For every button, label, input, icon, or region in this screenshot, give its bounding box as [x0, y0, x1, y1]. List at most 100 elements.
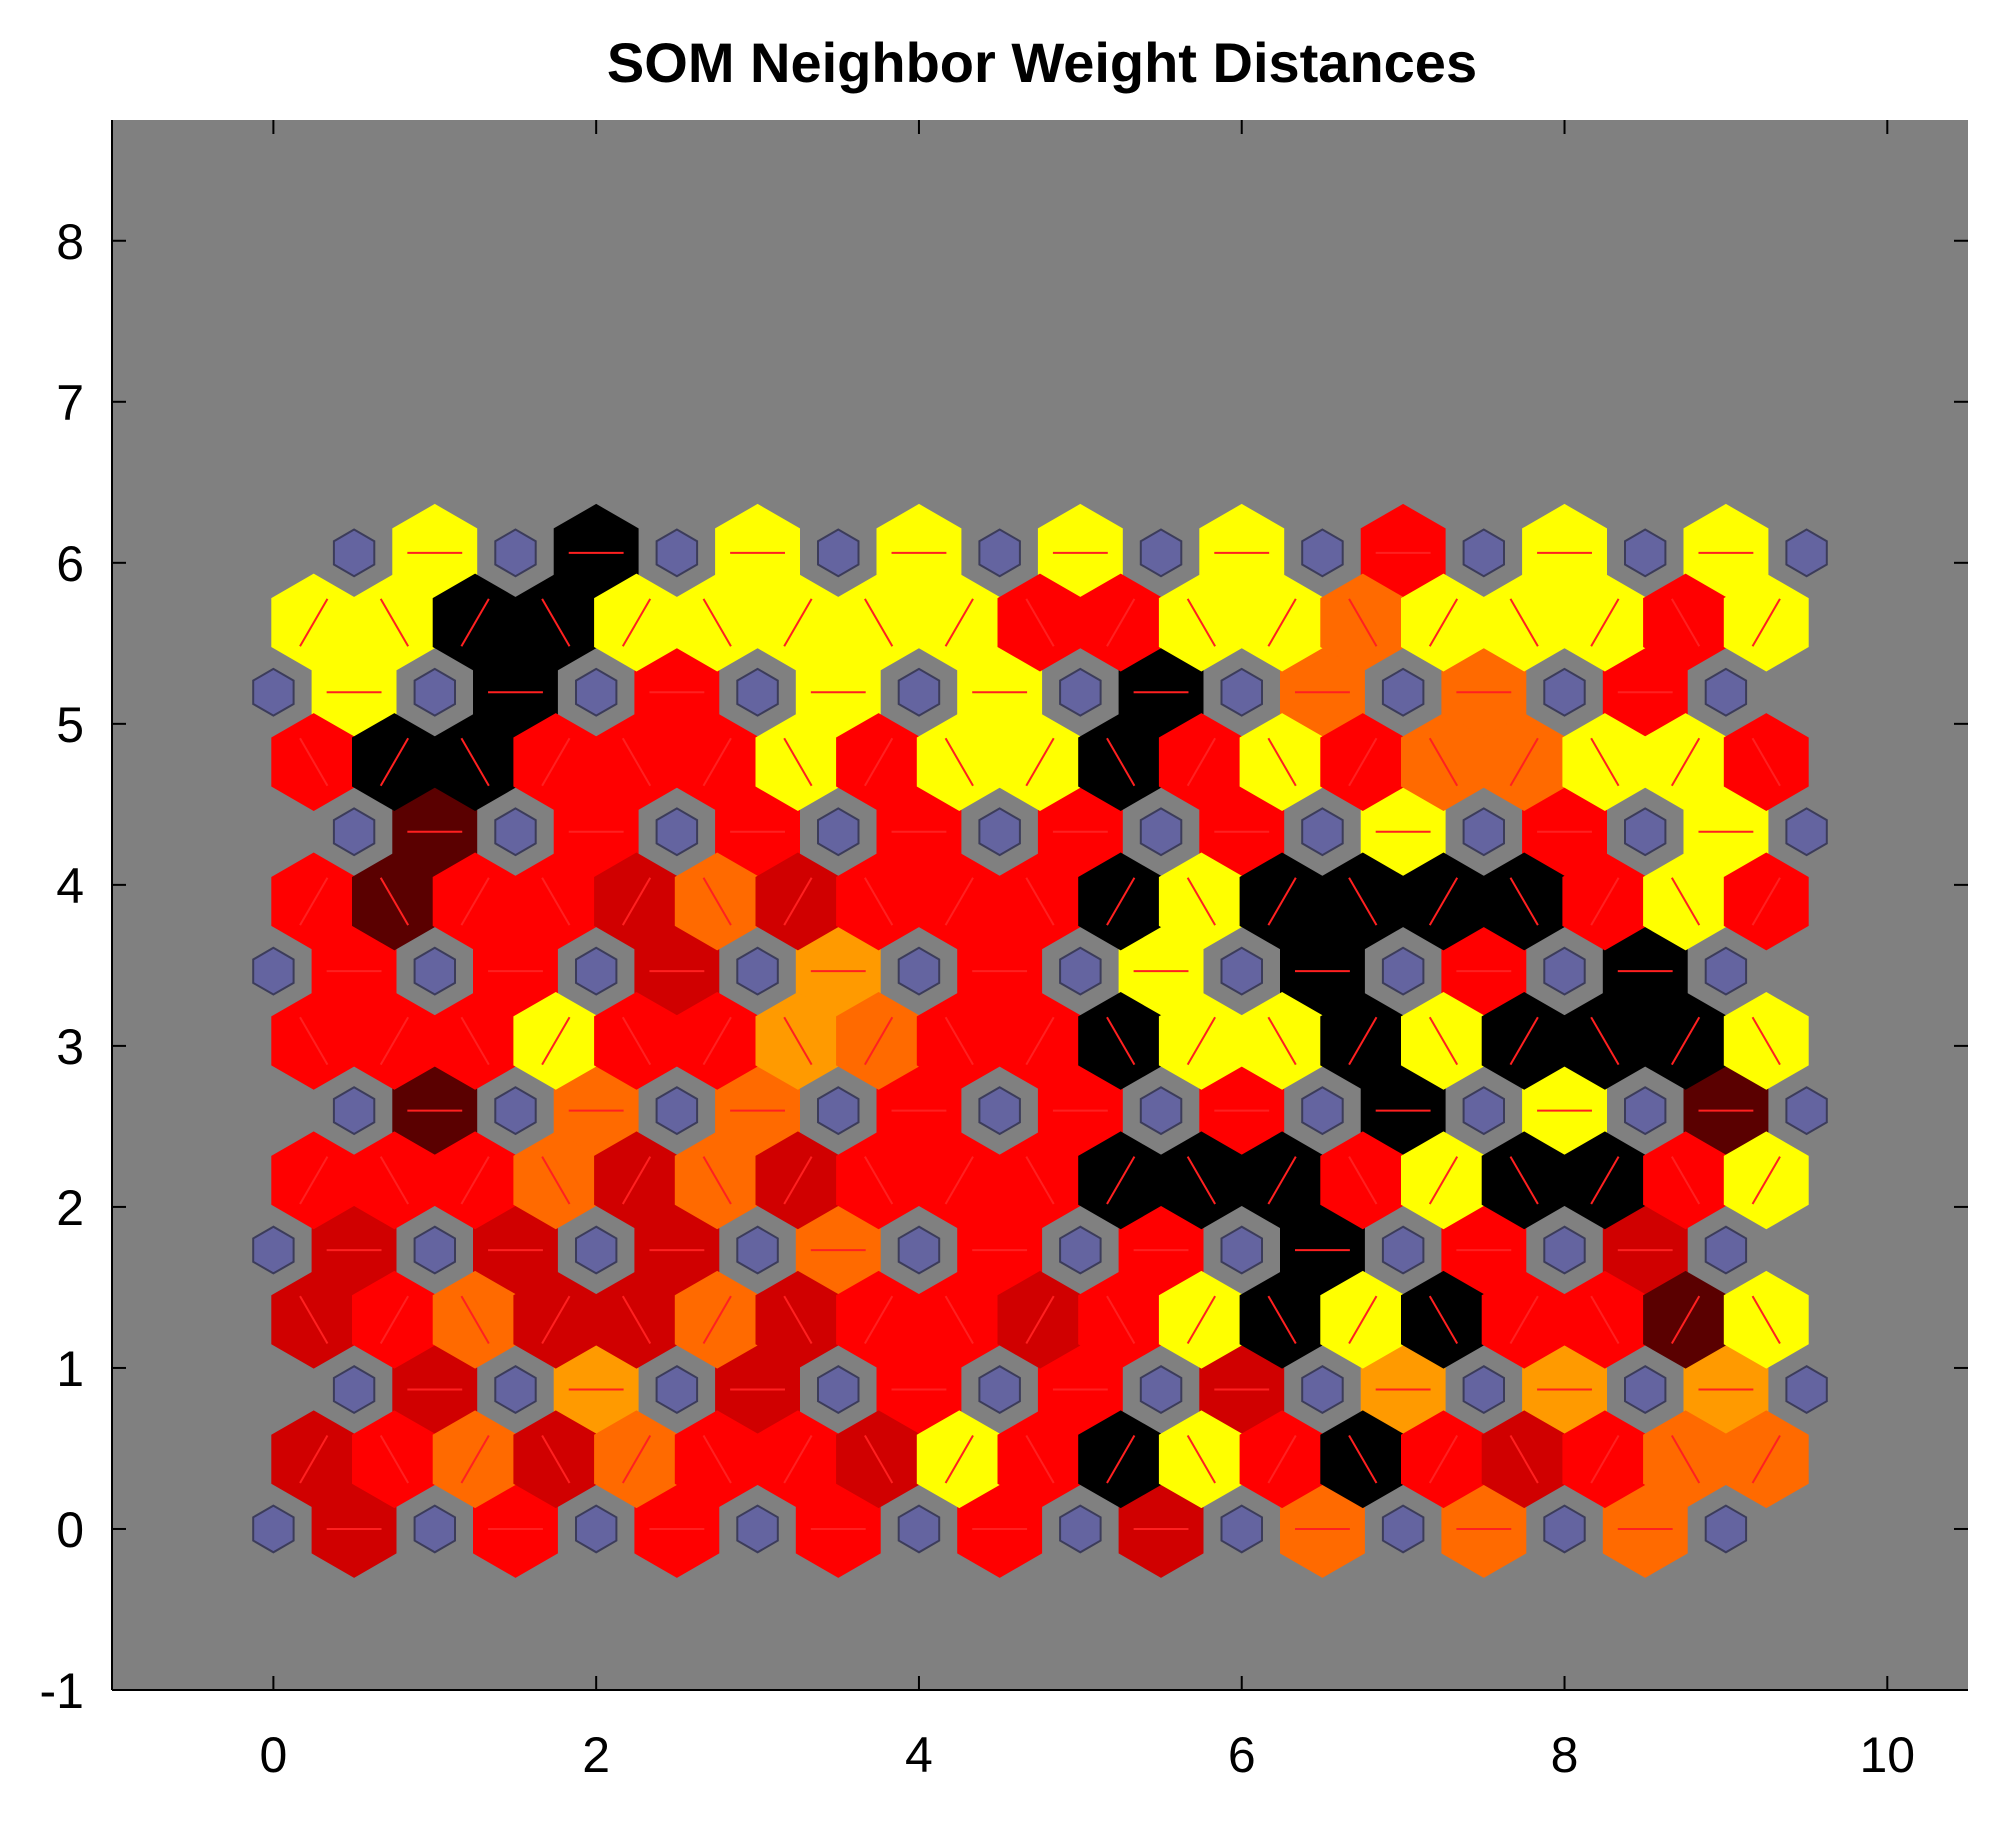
link-line [1186, 1016, 1216, 1066]
neuron-node [575, 1504, 618, 1554]
neuron-node [817, 1365, 860, 1415]
link-lines [299, 551, 1781, 1530]
link-line [1348, 737, 1378, 787]
link-line [1751, 1435, 1781, 1484]
link-line [1751, 1016, 1781, 1066]
link-line [1025, 1016, 1055, 1066]
link-line [1670, 877, 1701, 926]
neuron-node [1704, 667, 1748, 717]
link-line [621, 1435, 652, 1484]
neuron-node [1381, 946, 1425, 996]
link-line [1106, 1156, 1136, 1205]
link-line [1106, 1016, 1136, 1066]
link-line [621, 877, 652, 926]
link-line [299, 1295, 329, 1345]
link-line [1267, 1156, 1297, 1205]
link-line [783, 877, 813, 926]
neuron-node [1301, 528, 1344, 578]
neuron-node [978, 528, 1021, 578]
x-tick-label: 2 [582, 1727, 610, 1783]
neuron-node [575, 1225, 618, 1275]
link-line [702, 1435, 732, 1484]
link-line [1751, 877, 1781, 926]
link-line [1025, 1156, 1055, 1205]
link-line [379, 598, 410, 647]
link-line [1751, 1295, 1781, 1345]
link-line [1509, 1016, 1539, 1066]
link-line [1590, 877, 1620, 926]
link-line [1751, 598, 1781, 647]
neuron-node [1462, 528, 1505, 578]
neuron-node [1220, 1225, 1263, 1275]
neuron-node [1704, 946, 1748, 996]
link-line [379, 1156, 410, 1205]
link-line [864, 598, 894, 647]
link-line [1025, 1295, 1055, 1345]
link-line [783, 1156, 813, 1205]
link-line [1348, 1295, 1378, 1345]
link-line [299, 737, 329, 787]
neuron-node [494, 528, 537, 578]
link-line [1106, 598, 1136, 647]
neurons [252, 528, 1828, 1554]
neuron-node [1543, 946, 1586, 996]
link-line [460, 737, 490, 787]
link-line [621, 737, 652, 787]
x-tick-label: 6 [1228, 1727, 1256, 1783]
link-line [944, 1156, 974, 1205]
neuron-node [252, 1504, 295, 1554]
y-tick-label: 1 [56, 1341, 84, 1397]
neuron-node [494, 807, 537, 857]
link-line [944, 1016, 974, 1066]
neuron-node [817, 1086, 860, 1136]
link-line [1590, 1156, 1620, 1205]
link-line [1186, 737, 1216, 787]
y-tick-label: 8 [56, 214, 84, 270]
link-line [1186, 1435, 1216, 1484]
neuron-node [413, 946, 456, 996]
neuron-node [252, 946, 295, 996]
link-line [783, 737, 813, 787]
link-line [1106, 1435, 1136, 1484]
link-line [1428, 1295, 1459, 1345]
y-tick-label: 7 [56, 375, 84, 431]
link-line [702, 877, 732, 926]
neuron-node [252, 1225, 295, 1275]
neuron-node [1139, 528, 1183, 578]
axes: 0 2 4 6 8 10 -1 0 1 2 3 4 5 6 7 8 [40, 120, 1968, 1783]
neuron-node [575, 667, 618, 717]
neuron-node [1059, 1504, 1102, 1554]
neuron-node [1220, 1504, 1263, 1554]
link-line [1267, 737, 1297, 787]
link-line [702, 1156, 732, 1205]
neuron-node [655, 528, 699, 578]
neuron-node [1301, 1086, 1344, 1136]
neuron-node [978, 1086, 1021, 1136]
neuron-node [655, 807, 699, 857]
link-line [1590, 1016, 1620, 1066]
link-line [621, 1156, 652, 1205]
link-line [460, 598, 490, 647]
neuron-node [897, 667, 941, 717]
neuron-node [897, 1504, 941, 1554]
neuron-node [1543, 667, 1586, 717]
link-line [944, 1295, 974, 1345]
neuron-node [817, 807, 860, 857]
neuron-node [1381, 1225, 1425, 1275]
link-line [1267, 1295, 1297, 1345]
neuron-node [1301, 807, 1344, 857]
link-line [1509, 737, 1539, 787]
neuron-node [1139, 1086, 1183, 1136]
link-line [541, 1016, 571, 1066]
link-line [1267, 1016, 1297, 1066]
neuron-node [1785, 1365, 1828, 1415]
link-line [944, 1435, 974, 1484]
link-line [1025, 877, 1055, 926]
neuron-node [736, 667, 779, 717]
link-line [460, 1156, 490, 1205]
link-line [1590, 1295, 1620, 1345]
neuron-node [332, 528, 376, 578]
y-tick-label: 2 [56, 1180, 84, 1236]
link-line [541, 737, 571, 787]
link-line [1428, 737, 1459, 787]
